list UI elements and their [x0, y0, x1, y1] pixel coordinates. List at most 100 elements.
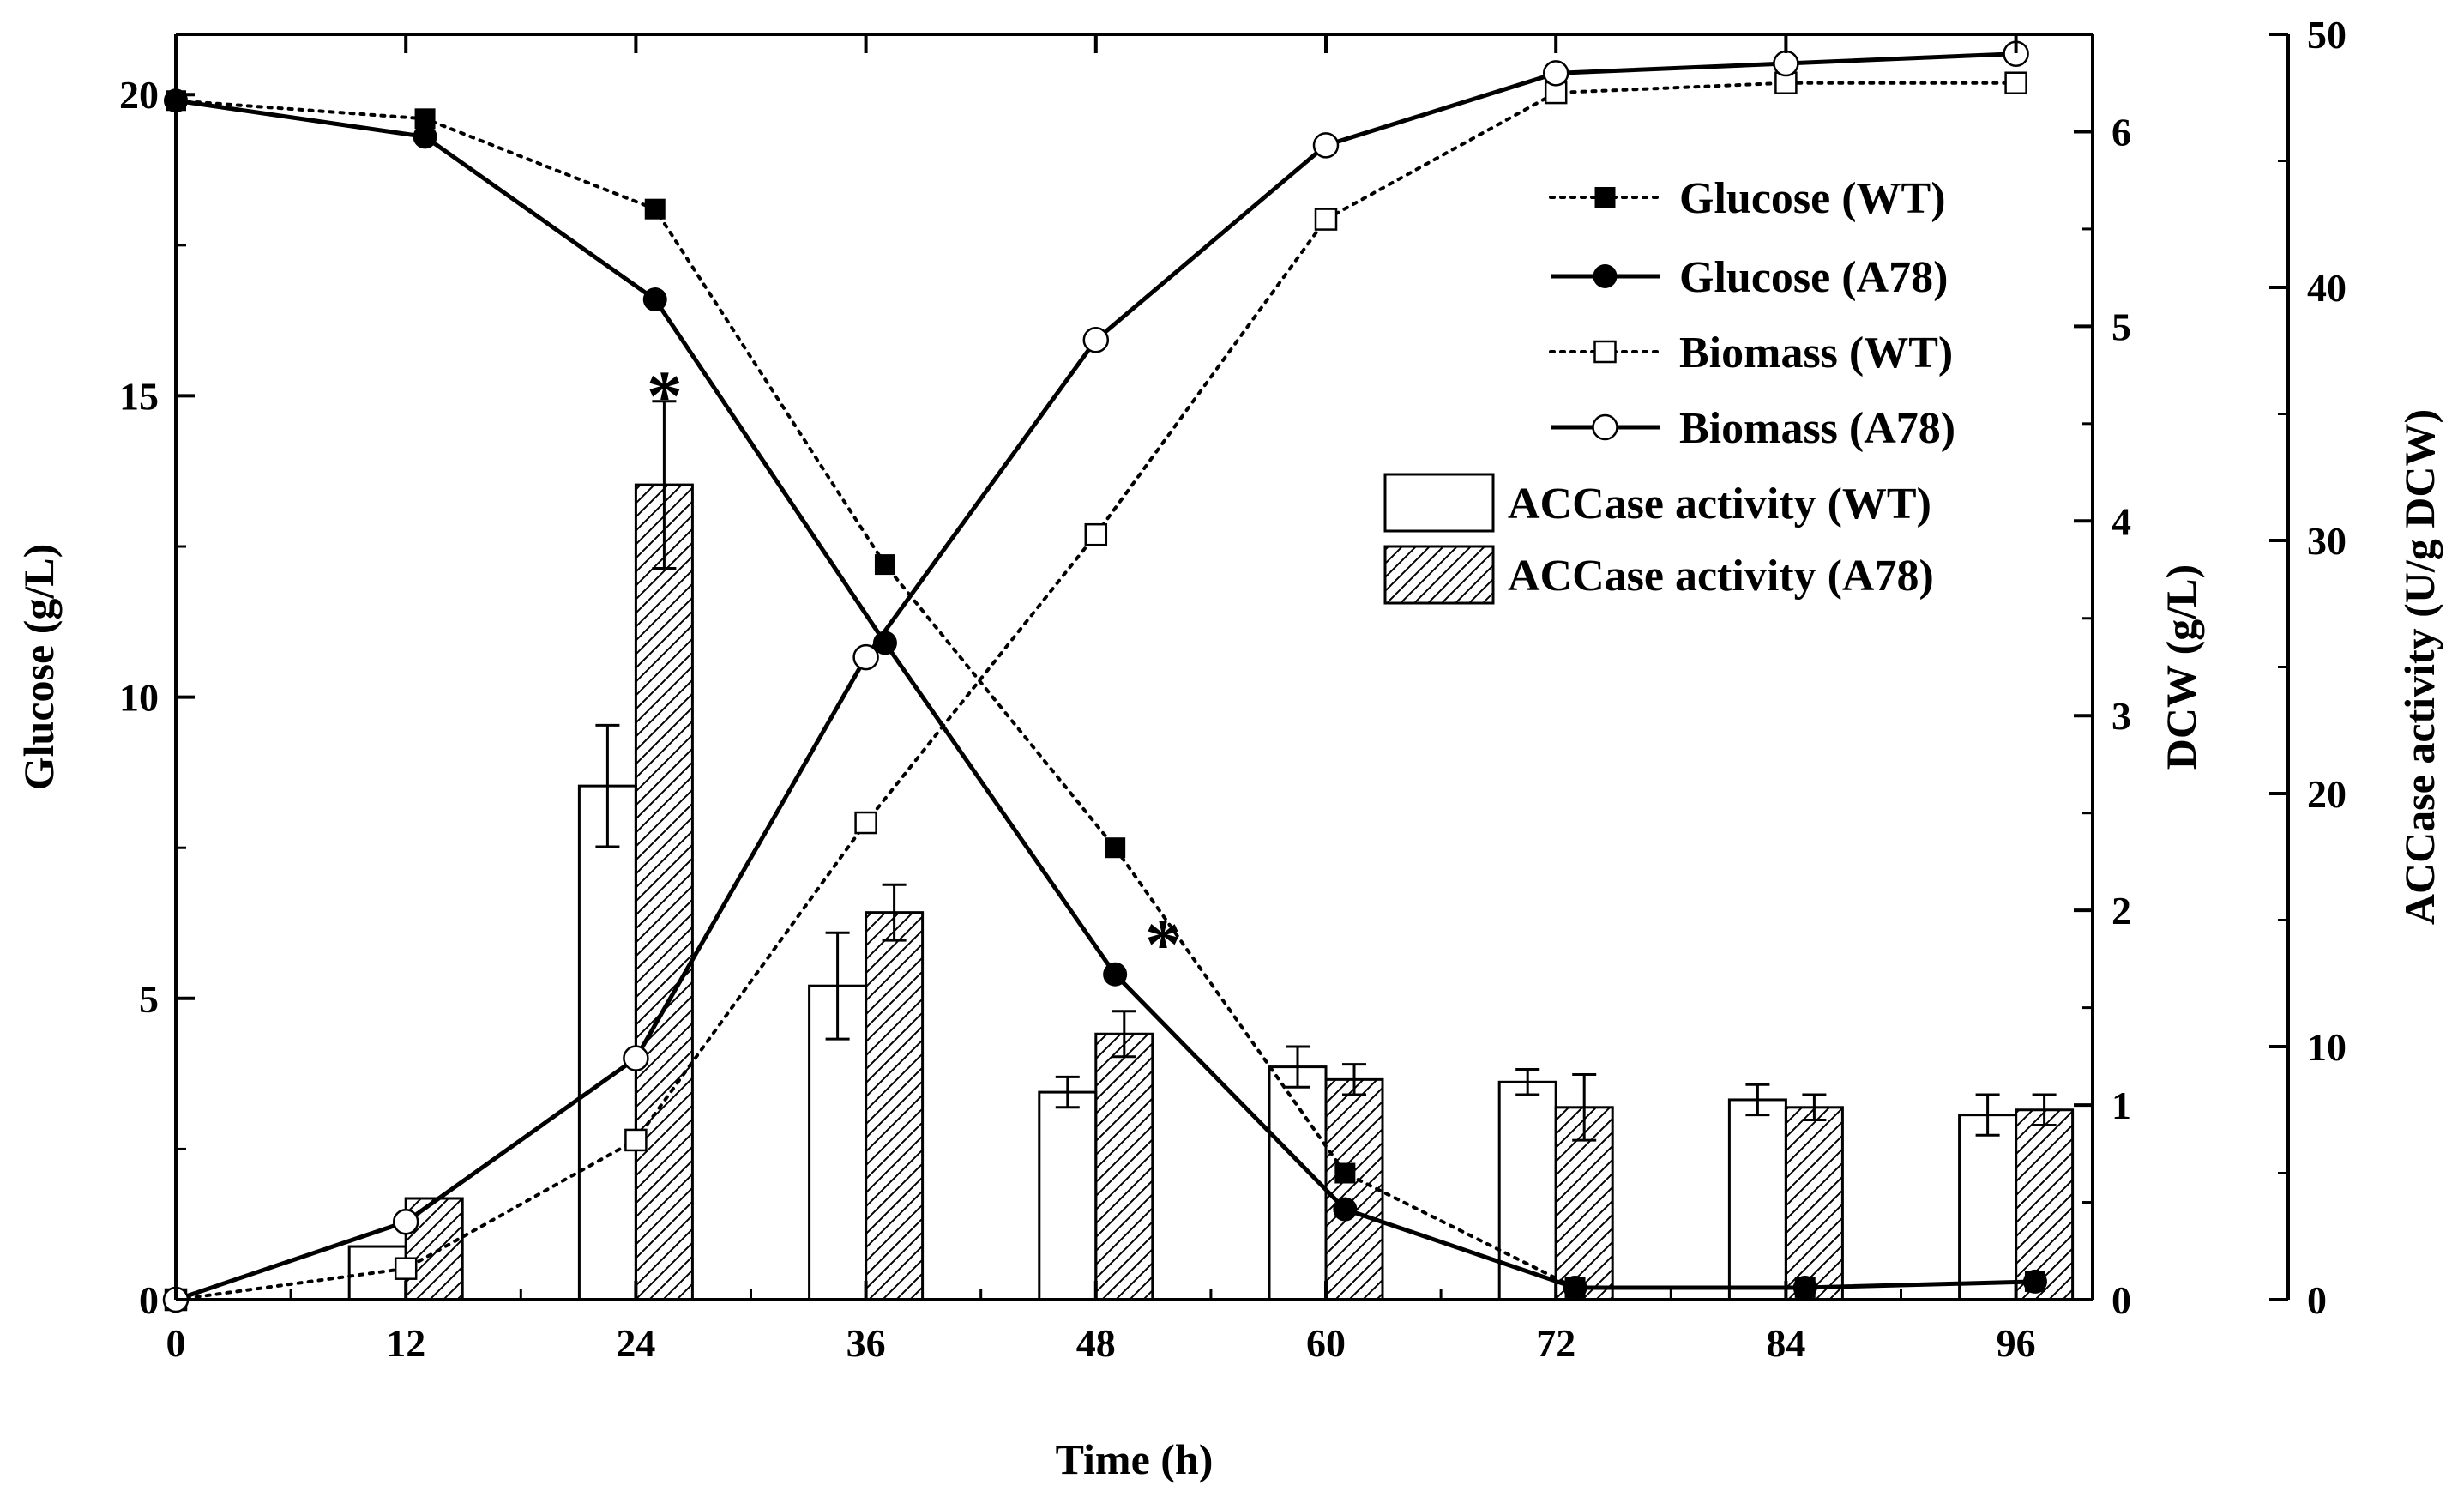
legend-marker-biomass-wt	[1593, 340, 1617, 364]
errorbar-wt-96	[1975, 1093, 2000, 1137]
point-biomass-wt-96	[2004, 71, 2027, 94]
legend-label-accase-wt: ACCase activity (WT)	[1508, 480, 1931, 528]
errorbar-a78-60	[1342, 1063, 1366, 1096]
errorbar-a78-72	[1572, 1072, 1597, 1142]
errorbar-wt-60	[1286, 1045, 1310, 1089]
x-tick-label-24: 24	[616, 1321, 655, 1365]
x-tick-label-60: 60	[1306, 1321, 1346, 1365]
x-tick-label-12: 12	[386, 1321, 425, 1365]
legend-swatch-accase-a78	[1383, 545, 1495, 605]
x-tick-label-96: 96	[1997, 1321, 2036, 1365]
errorbar-a78-24	[652, 400, 677, 570]
dcw-tick-label-2: 2	[2112, 889, 2131, 933]
x-tick-label-84: 84	[1766, 1321, 1805, 1365]
glucose-tick-label-10: 10	[119, 676, 159, 720]
legend-marker-biomass-a78	[1592, 413, 1618, 441]
legend-item-glucose-a78: Glucose (A78)	[1551, 253, 1948, 302]
point-glucose-wt-61	[1334, 1162, 1356, 1184]
accase-axis-title: ACCase activity (U/g DCW)	[2395, 409, 2443, 925]
point-biomass-wt-36	[854, 811, 877, 835]
point-biomass-a78-72	[1542, 60, 1569, 87]
dcw-tick-label-5: 5	[2112, 305, 2131, 348]
point-biomass-wt-84	[1774, 71, 1798, 94]
errorbar-a78-84	[1802, 1093, 1827, 1122]
x-axis-title: Time (h)	[1056, 1435, 1214, 1483]
legend-swatch-accase-wt	[1383, 473, 1495, 533]
errorbar-wt-48	[1055, 1075, 1080, 1109]
point-glucose-a78-13	[413, 124, 437, 149]
point-glucose-wt-37	[874, 554, 895, 576]
point-biomass-a78-12	[392, 1208, 419, 1235]
x-tick-label-36: 36	[846, 1321, 886, 1365]
point-glucose-wt-25	[644, 198, 666, 220]
bar-wt-84	[1727, 1098, 1787, 1301]
errorbar-wt-36	[825, 931, 850, 1041]
point-glucose-a78-61	[1333, 1197, 1358, 1222]
accase-tick-label-10: 10	[2307, 1025, 2347, 1069]
legend-label-glucose-a78: Glucose (A78)	[1679, 253, 1948, 302]
legend-label-accase-a78: ACCase activity (A78)	[1508, 552, 1934, 601]
glucose-tick-label-15: 15	[119, 374, 159, 418]
bar-a78-48	[1094, 1032, 1154, 1301]
bar-a78-24	[634, 483, 694, 1301]
significance-star-1: *	[647, 357, 683, 437]
point-glucose-a78-49	[1103, 962, 1128, 987]
point-biomass-a78-48	[1082, 327, 1110, 353]
point-glucose-a78-97	[2022, 1269, 2047, 1294]
dcw-tick-label-3: 3	[2112, 694, 2131, 738]
bar-a78-12	[404, 1197, 464, 1301]
bar-wt-96	[1958, 1114, 2018, 1301]
x-tick-label-72: 72	[1536, 1321, 1575, 1365]
errorbar-wt-72	[1515, 1068, 1540, 1096]
point-glucose-a78-73	[1563, 1275, 1587, 1300]
point-biomass-a78-60	[1312, 132, 1340, 159]
legend-label-glucose-wt: Glucose (WT)	[1679, 174, 1946, 223]
accase-tick-label-20: 20	[2307, 772, 2347, 816]
legend-item-accase-wt: ACCase activity (WT)	[1383, 473, 1931, 533]
glucose-tick-label-20: 20	[119, 73, 159, 117]
point-biomass-wt-60	[1314, 208, 1338, 231]
bar-a78-36	[865, 911, 925, 1301]
bar-wt-48	[1038, 1090, 1098, 1301]
legend-marker-glucose-wt	[1594, 187, 1616, 208]
legend-label-biomass-wt: Biomass (WT)	[1679, 329, 1953, 377]
errorbar-a78-96	[2032, 1093, 2057, 1126]
bar-wt-24	[577, 784, 637, 1301]
legend-label-biomass-a78: Biomass (A78)	[1679, 404, 1955, 453]
point-biomass-a78-24	[623, 1045, 649, 1071]
errorbar-wt-84	[1745, 1083, 1770, 1117]
dcw-tick-label-0: 0	[2112, 1278, 2131, 1322]
errorbar-a78-36	[882, 883, 907, 942]
glucose-tick-label-0: 0	[139, 1278, 159, 1322]
dcw-tick-label-4: 4	[2112, 499, 2131, 543]
significance-star-2: *	[1145, 905, 1181, 985]
legend-item-biomass-wt: Biomass (WT)	[1549, 329, 1953, 377]
x-tick-label-48: 48	[1076, 1321, 1116, 1365]
legend-item-glucose-wt: Glucose (WT)	[1549, 174, 1946, 223]
dcw-axis-title: DCW (g/L)	[2157, 564, 2205, 770]
dcw-tick-label-1: 1	[2112, 1083, 2131, 1127]
accase-tick-label-30: 30	[2307, 519, 2347, 563]
glucose-tick-label-5: 5	[139, 977, 159, 1021]
point-glucose-a78-85	[1792, 1275, 1817, 1300]
point-biomass-wt-48	[1084, 522, 1108, 546]
point-biomass-wt-12	[394, 1257, 418, 1280]
accase-tick-label-40: 40	[2307, 266, 2347, 310]
accase-tick-label-50: 50	[2307, 13, 2347, 57]
bar-a78-60	[1324, 1077, 1384, 1301]
point-biomass-a78-36	[852, 643, 879, 671]
bar-a78-96	[2015, 1108, 2075, 1301]
point-glucose-wt-49	[1105, 837, 1126, 859]
point-biomass-wt-24	[624, 1128, 648, 1152]
bar-a78-84	[1784, 1106, 1844, 1301]
point-glucose-a78-37	[872, 631, 897, 655]
errorbar-wt-24	[595, 723, 620, 848]
errorbar-a78-48	[1112, 1010, 1136, 1059]
x-tick-label-0: 0	[166, 1321, 186, 1365]
glucose-axis-title: Glucose (g/L)	[15, 544, 63, 790]
dcw-tick-label-6: 6	[2112, 110, 2131, 154]
point-biomass-a78-84	[1773, 50, 1799, 77]
bar-wt-72	[1497, 1080, 1557, 1301]
legend-marker-glucose-a78	[1593, 264, 1618, 288]
